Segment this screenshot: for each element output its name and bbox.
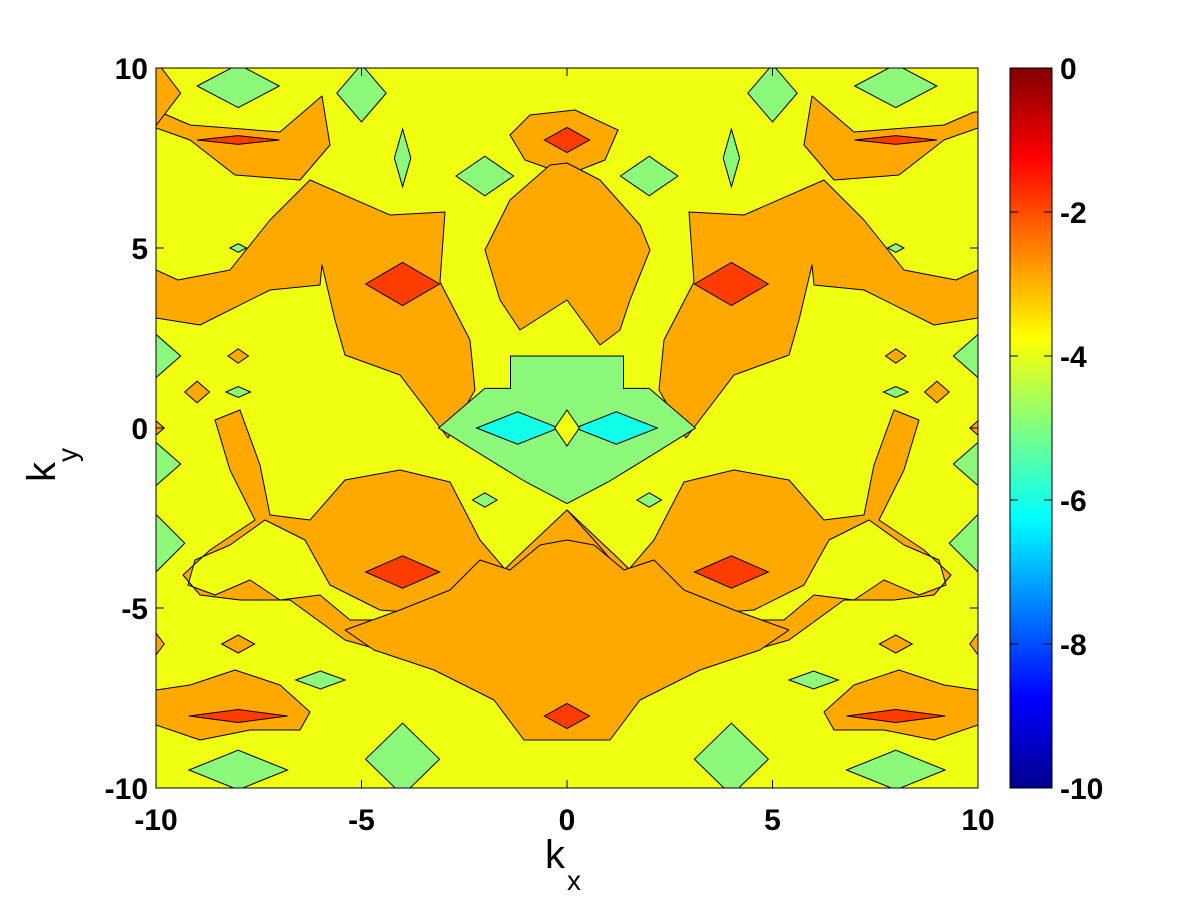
contour-feature: [543, 126, 591, 154]
colorbar-gradient: [1009, 67, 1053, 789]
contour-feature: [886, 243, 906, 253]
contour-feature: [619, 155, 679, 197]
contour-feature: [227, 348, 250, 364]
contour-feature: [923, 380, 950, 404]
contour-feature: [693, 722, 770, 788]
contour-feature: [364, 722, 441, 788]
contour-feature: [220, 634, 256, 654]
colorbar-tick-label: -2: [1060, 197, 1087, 230]
y-tick-label: -5: [121, 593, 148, 626]
contour-feature: [722, 127, 741, 189]
contour-feature: [156, 632, 165, 656]
contour-region: [823, 669, 978, 741]
colorbar-tick-label: -10: [1060, 773, 1103, 806]
x-tick-label: 10: [961, 804, 994, 837]
y-tick-label: 5: [131, 233, 148, 266]
contour-region: [156, 669, 311, 741]
x-axis-label-base: k: [545, 833, 566, 877]
contour-feature: [336, 68, 387, 123]
contour-feature: [228, 243, 248, 253]
colorbar-tick-label: -6: [1060, 485, 1087, 518]
contour-feature: [693, 261, 770, 307]
contour-feature: [543, 702, 591, 730]
contour-region: [344, 539, 790, 741]
contour-feature: [952, 333, 978, 379]
contour-feature: [455, 155, 515, 197]
x-tick-label: 0: [559, 804, 576, 837]
contour-feature: [197, 135, 280, 145]
contour-level-minus-3: [156, 95, 978, 741]
contour-feature: [187, 749, 289, 788]
contour-feature: [882, 386, 910, 398]
x-axis-label: k x: [545, 833, 581, 896]
contour-feature: [364, 261, 441, 307]
contour-feature: [364, 555, 441, 589]
contour-feature: [853, 68, 938, 109]
colorbar-tick-label: -8: [1060, 629, 1087, 662]
y-axis-label-subscript: y: [52, 448, 83, 462]
contour-feature: [184, 380, 211, 404]
colorbar: 0 -2 -4 -6 -8 -10: [1009, 53, 1103, 806]
contour-feature: [471, 492, 499, 508]
contour-feature: [196, 68, 281, 109]
contour-feature: [969, 632, 978, 656]
contour-feature: [156, 513, 186, 573]
axis-ticks: -10 -5 0 5 10 -10 -5 0 5 10: [105, 53, 995, 837]
contour-feature: [224, 386, 252, 398]
contour-feature: [554, 409, 580, 447]
contour-features: [156, 68, 978, 788]
contour-feature: [393, 127, 412, 189]
contour-feature: [884, 348, 907, 364]
contour-feature: [294, 670, 347, 690]
y-tick-label: -10: [105, 773, 148, 806]
contour-feature: [747, 68, 798, 123]
contour-feature: [156, 333, 182, 379]
colorbar-ticks: 0 -2 -4 -6 -8 -10: [1010, 53, 1103, 806]
y-tick-label: 10: [115, 53, 148, 86]
contour-feature: [156, 441, 182, 487]
contour-region: [484, 162, 651, 346]
y-axis-label-base: k: [20, 461, 64, 482]
contour-feature: [188, 709, 288, 723]
contour-feature: [693, 555, 770, 589]
contour-feature: [846, 709, 946, 723]
colorbar-tick-label: -4: [1060, 341, 1087, 374]
contour-feature: [948, 513, 978, 573]
contour-feature: [573, 411, 659, 445]
contour-feature: [787, 670, 840, 690]
contour-feature: [854, 135, 937, 145]
x-tick-label: -10: [134, 804, 177, 837]
contour-feature: [635, 492, 663, 508]
y-axis-label: k y: [20, 448, 83, 482]
contour-feature: [845, 749, 947, 788]
colorbar-tick-label: 0: [1060, 53, 1077, 86]
x-axis-label-subscript: x: [567, 865, 581, 896]
y-tick-label: 0: [131, 413, 148, 446]
x-tick-label: -5: [348, 804, 375, 837]
x-tick-label: 5: [764, 804, 781, 837]
contour-feature: [878, 634, 914, 654]
contour-feature: [156, 68, 182, 127]
plot-area: [155, 67, 979, 789]
contour-feature: [952, 441, 978, 487]
